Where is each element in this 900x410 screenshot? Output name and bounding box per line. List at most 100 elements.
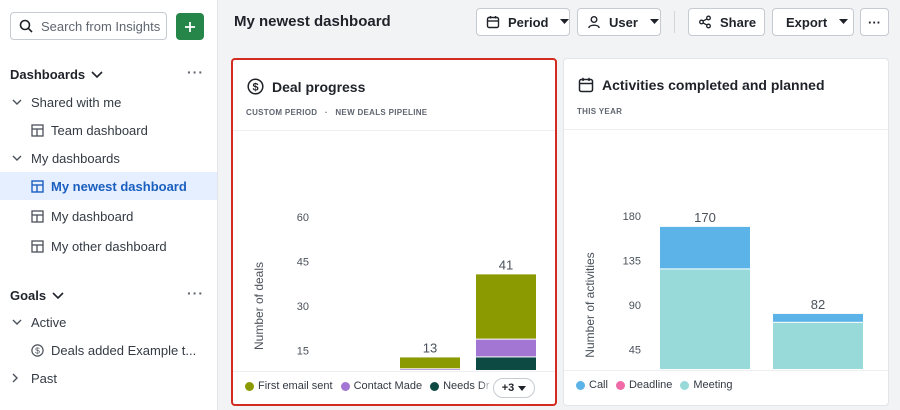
share-icon <box>699 15 711 29</box>
y-tick-label: 60 <box>297 212 309 224</box>
svg-text:$: $ <box>35 345 40 355</box>
deal-bar-total-label: 41 <box>499 257 513 272</box>
shared-with-me-label: Shared with me <box>31 94 122 110</box>
legend-dot <box>576 380 585 390</box>
toolbar-separator <box>674 11 675 33</box>
legend-item-needs-defined[interactable]: Needs Dr <box>430 380 490 392</box>
y-tick-label: 15 <box>297 346 309 358</box>
chevron-down-icon <box>52 291 64 299</box>
deal-bar-segment-needs_defined[interactable] <box>476 357 536 370</box>
legend-item-meeting[interactable]: Meeting <box>680 379 733 391</box>
deal-progress-card[interactable]: $ Deal progress CUSTOM PERIOD · NEW DEAL… <box>231 58 557 406</box>
sidebar-item-my-newest-dashboard[interactable]: My newest dashboard <box>0 172 217 200</box>
deal-progress-title: $ Deal progress <box>247 78 365 95</box>
dashboards-section-toggle[interactable]: Dashboards <box>10 67 103 82</box>
deal-bar-segment-contact_made[interactable] <box>476 339 536 357</box>
calendar-icon <box>486 16 500 29</box>
activities-bar-segment-call[interactable] <box>773 313 863 322</box>
activities-card[interactable]: Activities completed and planned THIS YE… <box>563 58 889 406</box>
activities-bar-segment-call[interactable] <box>660 226 750 269</box>
more-options-label: ··· <box>868 14 881 30</box>
sub-period: CUSTOM PERIOD <box>246 108 318 117</box>
deal-bar-total-label: 13 <box>423 340 437 355</box>
y-tick-label: 30 <box>297 301 309 313</box>
activities-bar-segment-meeting[interactable] <box>660 269 750 369</box>
card-footer-divider <box>233 371 555 372</box>
caret-down-icon <box>560 19 570 24</box>
legend-label: Call <box>589 379 608 391</box>
legend-item-call[interactable]: Call <box>576 379 608 391</box>
legend-item-first-email-sent[interactable]: First email sent <box>245 380 333 392</box>
more-options-button[interactable]: ··· <box>860 8 889 36</box>
caret-down-icon <box>839 19 849 24</box>
user-label: User <box>609 14 638 30</box>
tree-past[interactable]: Past <box>0 364 217 392</box>
y-tick-label: 180 <box>623 211 641 223</box>
activities-bar-segment-meeting[interactable] <box>773 322 863 369</box>
y-tick-label: 45 <box>629 345 641 357</box>
sidebar: Search from Insights Dashboards ··· Shar… <box>0 0 218 410</box>
deal-progress-title-text: Deal progress <box>272 78 366 95</box>
card-footer-divider <box>564 370 888 371</box>
goals-label: Goals <box>10 288 47 303</box>
caret-down-icon <box>649 19 659 24</box>
dashboard-icon <box>31 209 44 223</box>
past-label: Past <box>31 370 58 386</box>
export-dropdown[interactable]: Export <box>772 8 854 36</box>
user-dropdown[interactable]: User <box>577 8 661 36</box>
dashboard-icon <box>31 239 44 253</box>
y-axis-label: Number of activities <box>583 252 597 357</box>
add-button[interactable] <box>176 13 204 40</box>
legend-more-button[interactable]: +3 <box>493 378 535 398</box>
deal-bar-segment-contact_made[interactable] <box>400 369 460 370</box>
deal-bar-segment-first_email_sent[interactable] <box>400 357 460 369</box>
card-divider <box>564 129 888 130</box>
caret-down-icon <box>518 385 527 391</box>
tree-shared-with-me[interactable]: Shared with me <box>0 88 217 116</box>
legend-dot <box>430 381 440 391</box>
share-label: Share <box>720 14 757 30</box>
legend-label: Contact Made <box>353 380 423 392</box>
deal-bar-segment-first_email_sent[interactable] <box>476 274 536 339</box>
legend-more-label: +3 <box>501 382 515 394</box>
page-title: My newest dashboard <box>234 13 391 30</box>
activities-bar-total-label: 170 <box>694 210 716 225</box>
chevron-down-icon <box>12 155 22 161</box>
search-input[interactable]: Search from Insights <box>10 12 167 40</box>
sidebar-item-my-other-dashboard[interactable]: My other dashboard <box>0 232 217 260</box>
my-newest-dashboard-label: My newest dashboard <box>51 178 187 194</box>
my-dashboards-label: My dashboards <box>31 150 120 166</box>
sub-pipeline: NEW DEALS PIPELINE <box>335 108 428 117</box>
y-axis-label: Number of deals <box>252 262 266 350</box>
tree-active[interactable]: Active <box>0 308 217 336</box>
legend-label: Meeting <box>693 379 733 391</box>
dashboards-more-button[interactable]: ··· <box>187 64 204 80</box>
activities-title-text: Activities completed and planned <box>602 77 825 93</box>
chevron-down-icon <box>91 70 103 78</box>
legend-item-deadline[interactable]: Deadline <box>615 379 673 391</box>
legend-dot <box>680 380 690 390</box>
tree-my-dashboards[interactable]: My dashboards <box>0 144 217 172</box>
legend-dot <box>615 380 625 390</box>
legend-dot <box>245 381 254 391</box>
sidebar-item-my-dashboard[interactable]: My dashboard <box>0 202 217 230</box>
chevron-down-icon <box>12 319 22 325</box>
sidebar-item-team-dashboard[interactable]: Team dashboard <box>0 116 217 144</box>
sidebar-item-deals-added-goal[interactable]: $ Deals added Example t... <box>0 336 217 364</box>
user-icon <box>588 16 600 29</box>
share-button[interactable]: Share <box>688 8 765 36</box>
goals-section-toggle[interactable]: Goals <box>10 288 64 303</box>
deal-progress-subtitle: CUSTOM PERIOD · NEW DEALS PIPELINE <box>246 108 427 117</box>
legend-label: First email sent <box>258 380 333 392</box>
my-dashboard-label: My dashboard <box>51 208 134 224</box>
legend-label: Deadline <box>628 379 673 391</box>
activities-legend: Call Deadline Meeting <box>576 379 741 391</box>
legend-item-contact-made[interactable]: Contact Made <box>340 380 423 392</box>
activities-title: Activities completed and planned <box>578 77 825 93</box>
search-icon <box>19 19 33 33</box>
goals-more-button[interactable]: ··· <box>187 285 204 301</box>
dashboard-icon <box>31 123 44 137</box>
activities-bar-total-label: 82 <box>811 297 825 312</box>
activities-subtitle: THIS YEAR <box>577 107 622 116</box>
period-dropdown[interactable]: Period <box>476 8 570 36</box>
